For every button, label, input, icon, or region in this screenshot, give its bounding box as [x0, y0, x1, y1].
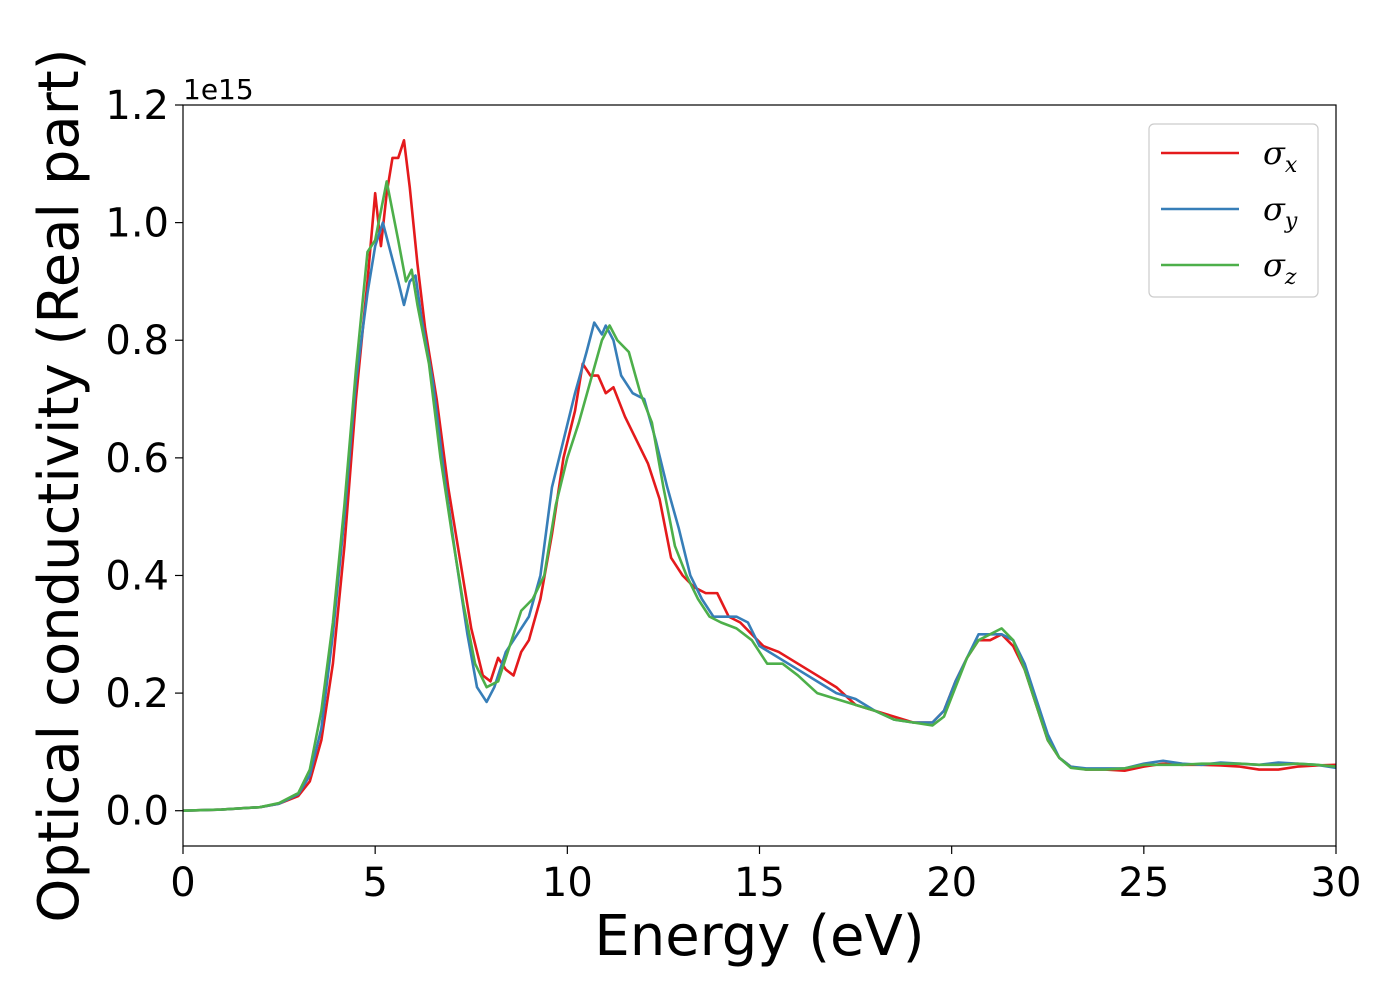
series-layer	[183, 138, 1336, 813]
y-axis: 0.0 0.2 0.4 0.6 0.8 1.0 1.2	[105, 83, 183, 835]
y-tick-label: 0.8	[105, 318, 169, 364]
x-tick-label: 30	[1311, 860, 1362, 906]
x-axis-title: Energy (eV)	[594, 904, 924, 969]
series-line-y	[183, 221, 1336, 813]
y-tick-label: 0.6	[105, 436, 169, 482]
y-tick-label: 1.2	[105, 83, 169, 129]
x-tick-label: 15	[734, 860, 785, 906]
y-tick-label: 0.0	[105, 789, 169, 835]
y-tick-label: 1.0	[105, 201, 169, 247]
legend-label-x: σx	[1263, 134, 1298, 178]
y-axis-title: Optical conductivity (Real part)	[27, 48, 92, 922]
x-tick-label: 20	[926, 860, 977, 906]
y-tick-label: 0.2	[105, 671, 169, 717]
legend: σx σy σz	[1148, 123, 1319, 298]
x-tick-label: 5	[362, 860, 387, 906]
x-tick-label: 25	[1118, 860, 1169, 906]
legend-label-z: σz	[1263, 246, 1297, 290]
y-tick-label: 0.4	[105, 553, 169, 599]
x-tick-label: 10	[542, 860, 593, 906]
legend-label-y: σy	[1263, 190, 1298, 234]
legend-box	[1148, 123, 1319, 298]
y-axis-offset-label: 1e15	[183, 73, 254, 106]
series-line-z	[183, 180, 1336, 813]
x-axis: 0 5 10 15 20 25 30	[170, 846, 1361, 906]
x-tick-label: 0	[170, 860, 195, 906]
